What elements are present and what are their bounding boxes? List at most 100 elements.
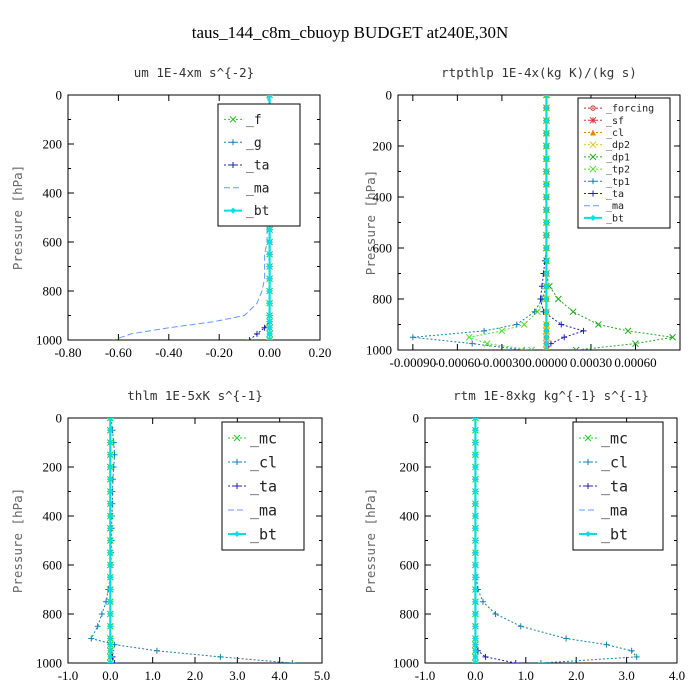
legend-item: _ma	[584, 201, 624, 212]
data-point	[543, 95, 550, 98]
data-point	[472, 451, 479, 458]
data-point	[481, 327, 488, 334]
data-point	[153, 647, 160, 654]
x-tick-label: 1.0	[145, 668, 161, 683]
legend-item: _mc	[228, 429, 277, 447]
data-point	[266, 226, 273, 233]
data-point	[266, 318, 273, 325]
legend-item: _ta	[224, 159, 269, 174]
data-point	[266, 275, 273, 282]
y-tick-label: 1000	[393, 656, 419, 671]
data-point	[543, 104, 550, 111]
y-tick-label: 600	[373, 241, 393, 256]
data-point	[472, 653, 479, 660]
legend-item: _cl	[584, 128, 624, 139]
legend-item: _g	[224, 136, 262, 151]
legend-item: _bt	[579, 525, 628, 543]
legend-item: _bt	[584, 213, 624, 224]
data-point	[266, 324, 273, 331]
x-tick-label: 4.0	[272, 668, 288, 683]
data-point	[266, 312, 273, 319]
data-point	[266, 288, 273, 294]
series_ta	[472, 418, 519, 663]
data-point	[543, 308, 550, 315]
legend-label: _f	[246, 113, 262, 128]
data-point	[520, 321, 528, 328]
legend-label: _ta	[606, 189, 624, 200]
data-point	[543, 219, 550, 226]
data-point	[107, 586, 114, 593]
legend-item: _bt	[228, 525, 277, 543]
data-point	[633, 653, 640, 660]
data-point	[543, 327, 550, 334]
legend-label: _dp1	[606, 152, 630, 163]
data-point	[94, 623, 101, 630]
data-point	[572, 346, 580, 350]
panel-2: rtpthlp 1E-4x(kg K)/(kg s) Pressure [hPa]…	[363, 65, 681, 370]
x-tick-label: 4.0	[669, 668, 685, 683]
data-point	[266, 251, 273, 258]
data-point	[472, 488, 479, 495]
y-axis-label: Pressure [hPa]	[10, 488, 25, 593]
legend-label: _bt	[246, 204, 269, 219]
data-point	[266, 337, 273, 340]
legend: _mc _cl _ta _ma _bt	[572, 421, 664, 551]
series_bt	[107, 418, 114, 663]
data-point	[107, 488, 114, 495]
data-point	[543, 334, 550, 341]
legend-item: _dp2	[584, 140, 630, 151]
legend-label: _dp2	[606, 140, 630, 151]
data-point	[472, 611, 479, 617]
data-point	[469, 340, 476, 347]
data-point	[543, 194, 550, 200]
data-point	[266, 263, 273, 270]
y-tick-label: 200	[43, 460, 63, 475]
legend-label: _sf	[606, 116, 624, 127]
panel-4: rtm 1E-8xkg kg^{-1} s^{-1} Pressure [hPa]…	[363, 388, 685, 683]
series_bt	[472, 418, 479, 663]
x-tick-label: 2.0	[187, 668, 203, 683]
data-point	[472, 562, 479, 568]
data-point	[512, 660, 519, 663]
data-point	[107, 427, 114, 434]
data-point	[217, 653, 224, 660]
legend-item: _ta	[579, 477, 628, 495]
data-point	[472, 598, 479, 605]
data-point	[543, 168, 550, 175]
data-point	[543, 95, 550, 99]
data-point	[517, 623, 524, 630]
data-point	[266, 95, 273, 98]
data-point	[107, 549, 114, 556]
y-tick-label: 1000	[36, 656, 62, 671]
data-point	[246, 337, 253, 340]
data-point	[107, 476, 114, 483]
x-tick-label: 2.0	[568, 668, 584, 683]
data-point	[483, 340, 491, 347]
y-axis-label: Pressure [hPa]	[363, 488, 378, 593]
data-point	[492, 611, 499, 617]
series_tp1	[409, 95, 550, 350]
x-tick-label: 0.20	[309, 345, 332, 360]
data-point	[254, 330, 260, 337]
data-point	[107, 611, 114, 617]
x-tick-label: 0.00030	[570, 355, 612, 370]
data-point	[266, 239, 273, 245]
data-point	[472, 500, 479, 507]
data-point	[107, 641, 114, 648]
legend-label: _g	[246, 136, 262, 151]
y-tick-label: 800	[43, 284, 63, 299]
data-point	[472, 525, 479, 532]
legend-item: _cl	[579, 453, 628, 471]
x-tick-label: 0.0	[467, 668, 483, 683]
data-point	[472, 464, 479, 470]
data-point	[472, 418, 479, 421]
x-tick-label: 0.00	[258, 345, 281, 360]
legend: _mc _cl _ta _ma _bt	[221, 421, 305, 551]
legend-label: _bt	[601, 525, 628, 543]
data-point	[106, 659, 114, 663]
x-tick-label: 3.0	[229, 668, 245, 683]
y-tick-label: 0	[413, 411, 420, 426]
y-tick-label: 200	[373, 139, 393, 154]
legend-label: _bt	[606, 213, 624, 224]
data-point	[472, 513, 479, 519]
